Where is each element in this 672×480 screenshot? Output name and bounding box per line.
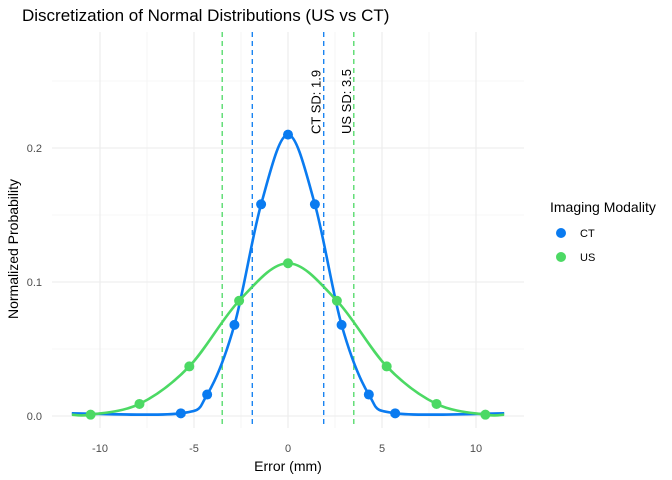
y-tick-label: 0.1 [27,277,42,289]
point-us [234,295,245,306]
chart-title: Discretization of Normal Distributions (… [22,6,389,25]
point-us [283,258,293,269]
legend-label-us: US [580,252,595,264]
x-tick-label: -10 [92,443,108,455]
y-axis-ticks: 0.0 0.1 0.2 [27,143,42,423]
discrete-points [85,129,491,420]
point-us [184,361,195,372]
point-us [381,361,392,372]
legend: Imaging Modality CT US [550,199,656,264]
point-us [480,409,491,420]
point-ct [309,199,320,210]
y-axis-title: Normalized Probability [5,179,21,319]
x-axis-title: Error (mm) [254,458,322,474]
y-tick-label: 0.0 [27,411,42,423]
sd-annotation-us: US SD: 3.5 [339,69,354,134]
legend-key-us [556,252,566,262]
x-tick-label: -5 [189,443,199,455]
point-ct [229,319,240,330]
point-ct [283,129,293,140]
point-ct [390,408,401,419]
sd-annotations: CT SD: 1.9 US SD: 3.5 [309,69,354,134]
point-us [85,409,96,420]
grid [52,32,524,428]
x-tick-label: 5 [379,443,385,455]
x-axis-ticks: -10 -5 0 5 10 [92,443,482,455]
y-tick-label: 0.2 [27,143,42,155]
point-us [134,398,145,409]
legend-key-ct [556,228,566,238]
point-ct [256,199,267,210]
sd-annotation-ct: CT SD: 1.9 [309,70,324,134]
legend-label-ct: CT [580,228,595,240]
point-us [331,295,342,306]
point-ct [175,408,186,419]
x-tick-label: 0 [285,443,291,455]
sd-lines [221,32,355,428]
legend-title: Imaging Modality [550,199,656,215]
point-ct [336,319,347,330]
point-us [431,398,442,409]
x-tick-label: 10 [470,443,482,455]
point-ct [363,389,374,400]
point-ct [202,389,213,400]
